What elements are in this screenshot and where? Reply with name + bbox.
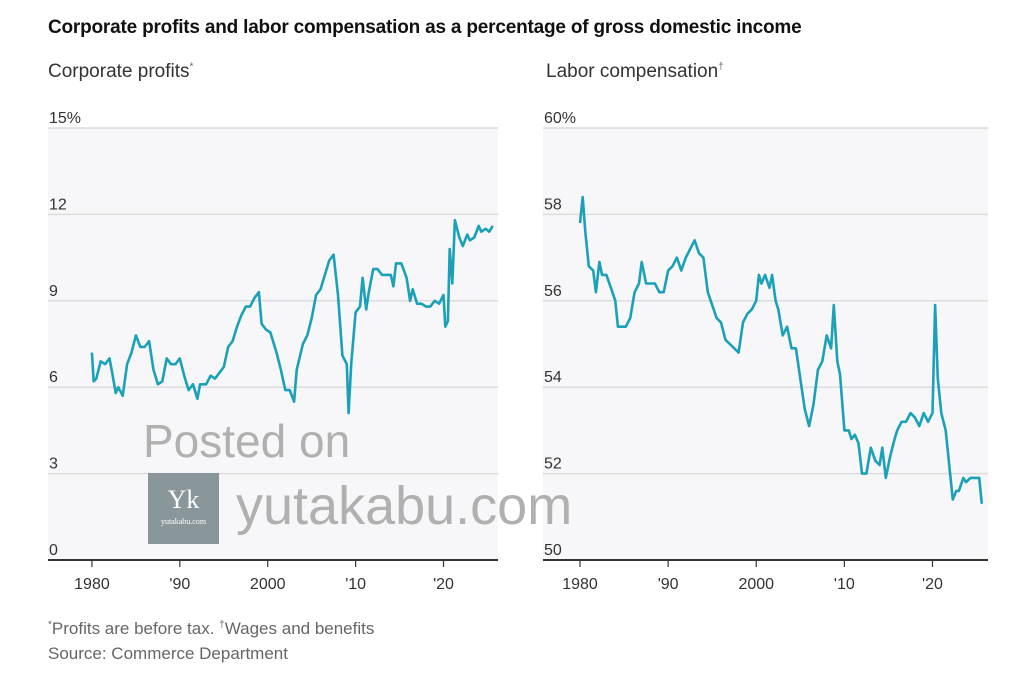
footnote-text-1: Profits are before tax. [51,619,215,638]
logo-letters: Yk [167,485,200,514]
right-subtitle-text: Labor compensation [546,61,719,82]
labor-plot-area [543,128,988,560]
labor-x-tick-label: '90 [658,576,679,593]
profits-x-tick-label: 2000 [250,576,286,593]
profits-y-tick-label: 9 [49,283,58,300]
watermark-site: yutakabu.com [236,476,573,536]
labor-x-tick-label: 1980 [562,576,598,593]
profits-x-tick-label: 1980 [74,576,110,593]
profits-x-tick-label: '90 [169,576,190,593]
profits-series-line [90,218,494,415]
source-note: Source: Commerce Department [48,644,288,663]
watermark-posted-on: Posted on [143,415,351,467]
footnote-mark-2: † [219,619,225,631]
profits-x-tick-label: '20 [433,576,454,593]
profits-y-tick-label: 6 [49,369,58,386]
profits-x-tick-label: '10 [345,576,366,593]
left-subtitle-text: Corporate profits [48,61,190,82]
labor-y-tick-label: 56 [544,283,562,300]
footnote-text-2: Wages and benefits [224,619,375,638]
labor-x-tick-label: 2000 [738,576,774,593]
labor-series-line [578,195,984,504]
footnote-mark-1: * [48,619,52,631]
footnote: *Profits are before tax. †Wages and bene… [48,619,374,639]
labor-y-tick-label: 60% [544,110,576,127]
watermark-logo: Yk yutakabu.com [148,473,219,544]
profits-y-tick-label: 15% [49,110,81,127]
right-chart-subtitle: Labor compensation† [546,61,724,83]
logo-site: yutakabu.com [160,517,207,526]
chart-title: Corporate profits and labor compensation… [48,17,802,38]
labor-y-tick-label: 52 [544,456,562,473]
labor-y-tick-label: 58 [544,196,562,213]
labor-y-tick-label: 54 [544,369,562,386]
profits-y-tick-label: 3 [49,456,58,473]
left-chart-subtitle: Corporate profits* [48,61,193,83]
right-subtitle-mark: † [718,61,724,73]
labor-x-tick-label: '10 [834,576,855,593]
profits-y-tick-label: 0 [49,542,58,559]
profits-y-tick-label: 12 [49,196,67,213]
labor-y-tick-label: 50 [544,542,562,559]
labor-x-tick-label: '20 [922,576,943,593]
left-subtitle-mark: * [189,61,194,73]
